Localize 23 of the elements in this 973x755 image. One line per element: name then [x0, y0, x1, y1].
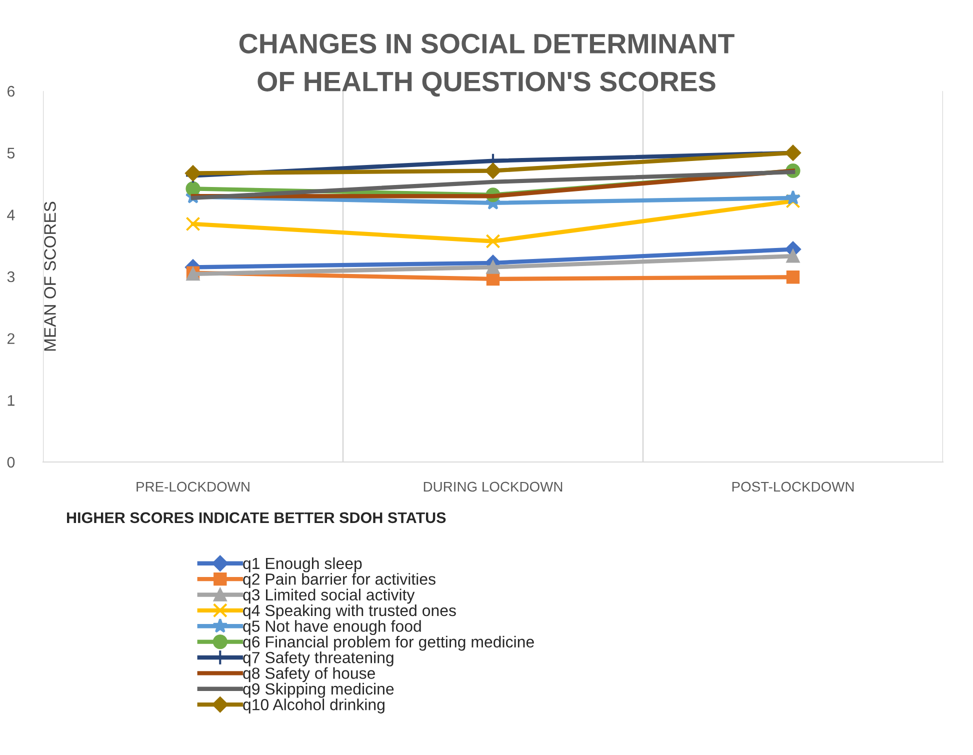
x-tick-label: PRE-LOCKDOWN: [136, 482, 250, 492]
y-tick-label: 2: [7, 333, 14, 344]
legend-label: q1 Enough sleep: [243, 557, 362, 572]
legend-label: q3 Limited social activity: [243, 588, 415, 604]
legend-label: q8 Safety of house: [243, 667, 375, 682]
text: HIGHER SCORES INDICATE BETTER SDOH STATUS: [67, 512, 446, 524]
legend-label: q4 Speaking with trusted ones: [243, 604, 456, 620]
x-tick-label: POST-LOCKDOWN: [732, 482, 854, 492]
y-tick-label: 6: [8, 86, 15, 97]
legend-label: q9 Skipping medicine: [243, 682, 394, 698]
y-tick-label: 3: [7, 271, 15, 282]
y-tick-label: 4: [7, 210, 15, 220]
y-tick-label: 5: [7, 148, 15, 159]
legend-label: q10 Alcohol drinking: [243, 698, 384, 714]
legend-label: q2 Pain barrier for activities: [243, 573, 436, 588]
y-tick-label: 0: [7, 456, 15, 468]
legend-label: q5 Not have enough food: [243, 620, 421, 636]
chart-title: CHANGES IN SOCIAL DETERMINANT OF HEALTH QUESTION'S SCORES: [239, 34, 734, 97]
legend-label: q6 Financial problem for getting medicine: [243, 636, 534, 651]
legend-label: q7 Safety threatening: [243, 652, 394, 666]
y-tick-label: 1: [8, 395, 14, 406]
y-axis-title: MEAN OF SCORES: [44, 202, 56, 351]
x-tick-label: DURING LOCKDOWN: [424, 482, 562, 492]
